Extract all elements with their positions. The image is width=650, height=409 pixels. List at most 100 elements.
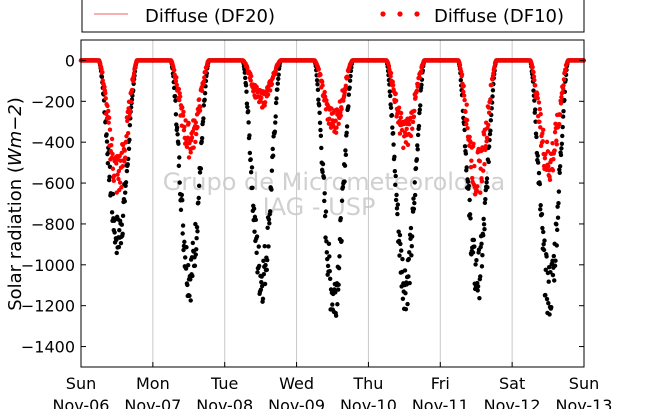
data-point bbox=[388, 70, 394, 76]
x-tick-day: Mon bbox=[136, 374, 170, 393]
data-point bbox=[484, 135, 490, 141]
data-point bbox=[116, 168, 122, 174]
data-point bbox=[390, 79, 395, 84]
data-point bbox=[194, 225, 200, 230]
data-point bbox=[343, 87, 348, 92]
data-point bbox=[544, 254, 549, 259]
data-point bbox=[265, 92, 271, 97]
data-point bbox=[473, 262, 478, 267]
data-point bbox=[194, 247, 199, 252]
y-tick-label: −400 bbox=[31, 133, 75, 152]
data-point bbox=[410, 234, 415, 239]
data-point bbox=[560, 124, 565, 130]
data-point bbox=[462, 144, 468, 149]
data-point bbox=[336, 121, 341, 127]
data-point bbox=[243, 75, 248, 81]
data-point bbox=[201, 103, 207, 108]
data-point bbox=[464, 121, 469, 127]
data-point bbox=[398, 115, 403, 120]
data-point bbox=[190, 240, 196, 246]
legend-entry-df20: Diffuse (DF20) bbox=[145, 6, 275, 27]
data-point bbox=[479, 179, 485, 184]
data-point bbox=[537, 106, 543, 112]
data-point bbox=[273, 120, 278, 125]
data-point bbox=[344, 124, 350, 129]
data-point bbox=[339, 106, 344, 112]
data-point bbox=[254, 250, 259, 255]
y-tick-label: −800 bbox=[31, 215, 75, 234]
plot-frame bbox=[80, 39, 585, 368]
data-point bbox=[464, 102, 469, 107]
data-point bbox=[416, 123, 422, 129]
data-point bbox=[422, 58, 427, 63]
data-point bbox=[248, 169, 254, 175]
data-point bbox=[474, 258, 479, 263]
data-point bbox=[535, 153, 540, 158]
data-point bbox=[563, 67, 568, 73]
data-point bbox=[267, 88, 273, 93]
data-point bbox=[177, 97, 182, 103]
data-point bbox=[554, 243, 559, 248]
data-point bbox=[109, 142, 114, 148]
data-point bbox=[411, 196, 416, 201]
data-point bbox=[198, 166, 204, 171]
data-point bbox=[123, 190, 128, 195]
data-point bbox=[553, 258, 558, 263]
data-point bbox=[317, 120, 323, 126]
data-point bbox=[120, 231, 125, 236]
x-tick-day: Wed bbox=[279, 374, 314, 393]
data-point bbox=[247, 133, 252, 138]
data-point bbox=[180, 231, 185, 236]
data-point bbox=[259, 279, 264, 285]
data-point bbox=[541, 127, 546, 133]
data-point bbox=[474, 188, 480, 193]
x-tick-date: Nov-06 bbox=[53, 396, 110, 409]
data-point bbox=[555, 215, 561, 220]
data-point bbox=[200, 119, 206, 124]
data-point bbox=[561, 83, 566, 88]
data-point bbox=[318, 72, 323, 77]
data-point bbox=[270, 153, 276, 158]
data-point bbox=[195, 229, 200, 234]
data-point bbox=[180, 113, 186, 118]
data-point bbox=[318, 133, 324, 139]
data-point bbox=[262, 244, 267, 249]
data-point bbox=[538, 111, 543, 117]
data-point bbox=[122, 159, 127, 164]
data-point bbox=[404, 126, 409, 131]
data-point bbox=[402, 268, 408, 273]
data-point bbox=[256, 263, 262, 269]
data-point bbox=[123, 180, 129, 185]
data-point bbox=[414, 157, 420, 162]
data-point bbox=[202, 75, 207, 80]
data-point bbox=[338, 216, 343, 221]
data-point bbox=[326, 241, 332, 247]
data-point bbox=[546, 264, 552, 270]
data-point bbox=[176, 163, 182, 169]
data-point bbox=[334, 125, 339, 130]
data-point bbox=[472, 163, 477, 169]
data-point bbox=[322, 89, 327, 95]
data-point bbox=[116, 244, 122, 250]
data-point bbox=[392, 154, 397, 160]
data-point bbox=[248, 78, 253, 83]
data-point bbox=[109, 155, 114, 161]
data-point bbox=[250, 185, 255, 191]
data-point bbox=[182, 124, 187, 130]
y-tick-label: −200 bbox=[31, 92, 75, 111]
data-point bbox=[269, 187, 274, 192]
data-point bbox=[409, 243, 414, 249]
data-point bbox=[470, 250, 476, 255]
data-point bbox=[390, 131, 396, 136]
data-point bbox=[415, 143, 420, 148]
data-point bbox=[189, 135, 195, 140]
data-point bbox=[482, 162, 487, 167]
x-tick-date: Nov-12 bbox=[484, 396, 541, 409]
data-point bbox=[246, 120, 251, 125]
data-point bbox=[532, 83, 538, 88]
data-point bbox=[491, 71, 496, 76]
data-point bbox=[188, 150, 193, 155]
data-point bbox=[477, 295, 482, 301]
data-point bbox=[484, 176, 490, 181]
